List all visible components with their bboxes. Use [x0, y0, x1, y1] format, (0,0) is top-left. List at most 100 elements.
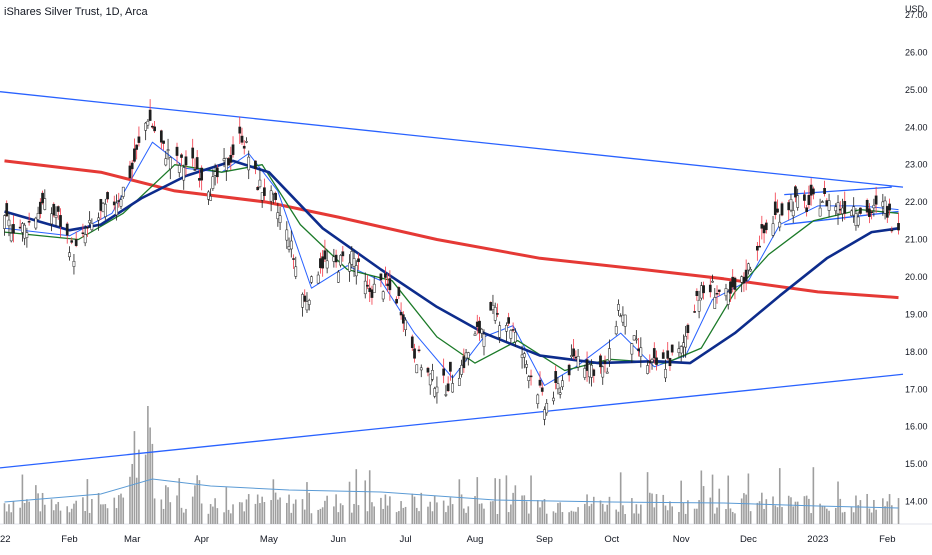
- candle-body: [567, 364, 571, 376]
- volume-bar: [21, 474, 24, 524]
- volume-bar: [637, 513, 640, 524]
- candle-body: [65, 223, 69, 236]
- volume-bar: [180, 507, 183, 524]
- volume-bar: [209, 504, 212, 524]
- volume-bar: [225, 487, 228, 524]
- volume-bar: [371, 502, 373, 524]
- candle-body: [697, 299, 701, 312]
- candle-body: [827, 200, 831, 211]
- volume-bar: [290, 512, 293, 524]
- candle-body: [336, 271, 340, 283]
- volume-bar: [59, 510, 62, 524]
- candle-body: [435, 386, 439, 394]
- candle-body: [868, 208, 871, 217]
- volume-bar: [857, 505, 859, 524]
- volume-bar: [420, 492, 423, 524]
- candle-body: [227, 158, 230, 166]
- candle-body: [630, 343, 634, 355]
- volume-bar: [167, 487, 169, 524]
- candle-body: [558, 392, 562, 395]
- candle-body: [614, 326, 618, 335]
- candle-body: [823, 188, 826, 194]
- volume-bar: [55, 504, 57, 524]
- volume-bar: [117, 495, 120, 524]
- candle-body: [386, 283, 389, 287]
- volume-bar: [5, 511, 8, 524]
- candle-body: [38, 201, 42, 215]
- volume-bar: [427, 506, 429, 524]
- candle-body: [260, 192, 264, 201]
- volume-bar: [873, 499, 875, 524]
- candle-body: [841, 207, 844, 214]
- volume-bar: [839, 498, 842, 524]
- volume-bar: [129, 476, 131, 524]
- candle-body: [617, 304, 620, 311]
- candle-body: [536, 394, 540, 405]
- volume-bar: [194, 485, 196, 524]
- candle-body: [457, 377, 461, 386]
- volume-bar: [301, 499, 304, 524]
- volume-bar: [133, 431, 136, 524]
- candle-body: [570, 355, 573, 358]
- candle-body: [686, 324, 690, 334]
- volume-bar: [339, 503, 342, 524]
- volume-bar: [890, 505, 893, 524]
- volume-bar: [366, 511, 369, 524]
- candle-body: [619, 315, 623, 318]
- volume-bar: [241, 502, 243, 524]
- candle-body: [442, 368, 446, 376]
- candle-body: [592, 369, 596, 376]
- volume-bar: [651, 493, 653, 524]
- candle-body: [818, 207, 822, 217]
- volume-bar: [536, 500, 539, 524]
- candle-body: [213, 171, 217, 176]
- volume-bar: [794, 501, 797, 524]
- candle-body: [747, 263, 750, 271]
- candle-body: [419, 367, 423, 371]
- candle-body: [115, 202, 118, 216]
- candle-body: [415, 364, 419, 374]
- candle-body: [379, 273, 383, 281]
- volume-bar: [604, 511, 606, 524]
- x-tick-label: Mar: [124, 534, 140, 545]
- candle-body: [334, 254, 338, 263]
- candle-body: [834, 206, 838, 212]
- candle-body: [852, 206, 856, 216]
- volume-bar: [238, 502, 241, 524]
- candle-body: [635, 338, 638, 341]
- candle-body: [574, 356, 578, 359]
- candle-body: [54, 215, 58, 218]
- candle-body: [693, 311, 696, 313]
- candle-body: [307, 300, 311, 305]
- volume-bar: [808, 498, 810, 524]
- volume-bar: [12, 501, 15, 524]
- candle-body: [646, 365, 649, 374]
- candle-body: [209, 196, 212, 201]
- candle-body: [164, 158, 168, 166]
- candle-body: [36, 213, 40, 220]
- volume-bar: [671, 506, 674, 524]
- candle-body: [207, 191, 210, 200]
- volume-bar: [666, 510, 669, 524]
- x-tick-label: Dec: [740, 534, 757, 545]
- volume-bar: [884, 506, 886, 524]
- volume-bar: [216, 508, 219, 524]
- volume-bar: [335, 494, 337, 524]
- candle-body: [496, 313, 499, 315]
- volume-bar: [106, 508, 109, 524]
- trendline: [784, 210, 899, 226]
- y-tick-label: 16.00: [905, 422, 928, 432]
- volume-bar: [615, 509, 617, 524]
- volume-bar: [463, 508, 465, 524]
- volume-bar: [254, 503, 257, 524]
- volume-bar: [525, 501, 528, 524]
- candle-body: [498, 325, 502, 338]
- candle-body: [764, 222, 768, 231]
- volume-bar: [572, 511, 575, 524]
- volume-bar: [684, 513, 687, 524]
- volume-pane: [3, 406, 900, 524]
- candle-body: [505, 325, 508, 332]
- x-tick-label: Feb: [61, 534, 77, 545]
